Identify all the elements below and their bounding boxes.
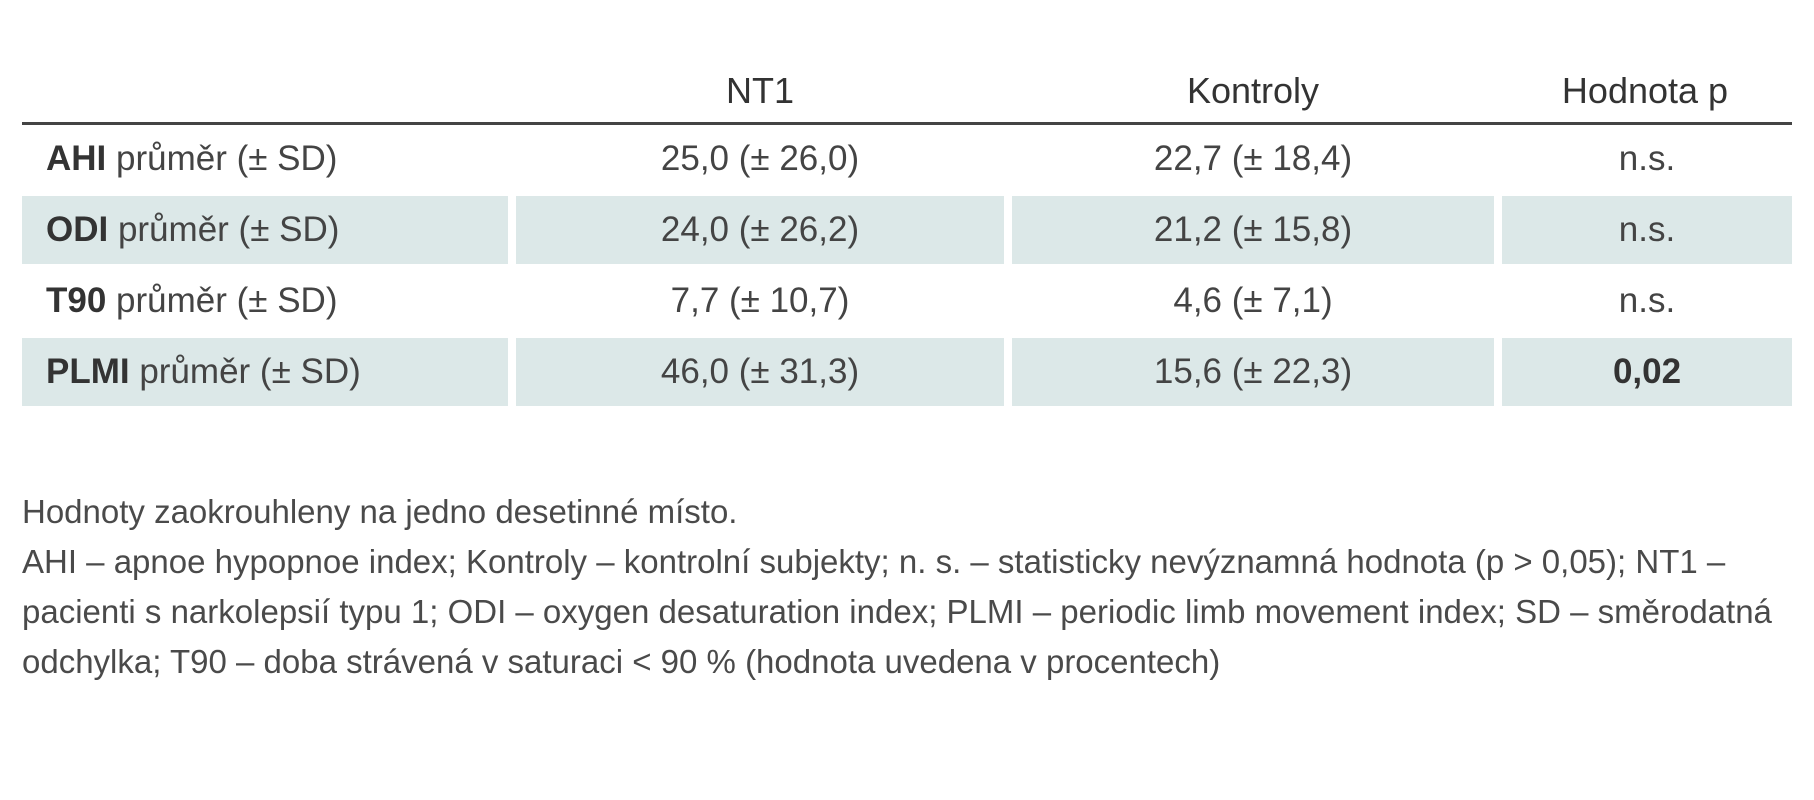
row-label-abbr: ODI [46, 210, 109, 249]
cell-p-value-significant: 0,02 [1498, 335, 1792, 406]
footnote-abbreviations: AHI – apnoe hypopnoe index; Kontroly – k… [22, 543, 1772, 680]
row-label: ODI průměr (± SD) [22, 193, 512, 267]
row-label-abbr: T90 [46, 281, 107, 320]
table-footnotes: Hodnoty zaokrouhleny na jedno desetinné … [22, 487, 1792, 687]
cell-kontroly: 15,6 (± 22,3) [1008, 335, 1498, 406]
cell-kontroly: 21,2 (± 15,8) [1008, 193, 1498, 267]
row-label-abbr: PLMI [46, 352, 130, 391]
cell-nt1: 24,0 (± 26,2) [512, 193, 1008, 267]
footnote-rounding: Hodnoty zaokrouhleny na jedno desetinné … [22, 493, 738, 530]
cell-p-value: n.s. [1618, 281, 1676, 320]
table-header-row: NT1 Kontroly Hodnota p [22, 60, 1792, 125]
table-row: T90 průměr (± SD) 7,7 (± 10,7) 4,6 (± 7,… [22, 267, 1792, 335]
row-label: PLMI průměr (± SD) [22, 335, 512, 406]
table-row: PLMI průměr (± SD) 46,0 (± 31,3) 15,6 (±… [22, 335, 1792, 406]
row-label-desc: průměr (± SD) [129, 352, 361, 391]
cell-nt1: 46,0 (± 31,3) [512, 335, 1008, 406]
cell-nt1: 7,7 (± 10,7) [670, 281, 850, 320]
row-label: AHI průměr (± SD) [22, 125, 512, 193]
header-kontroly: Kontroly [1008, 60, 1498, 125]
results-table: NT1 Kontroly Hodnota p AHI průměr (± SD)… [22, 60, 1792, 406]
table-row: AHI průměr (± SD) 25,0 (± 26,0) 22,7 (± … [22, 125, 1792, 193]
header-p-value: Hodnota p [1498, 60, 1792, 125]
cell-kontroly: 22,7 (± 18,4) [1153, 139, 1353, 178]
row-label-desc: průměr (± SD) [108, 210, 340, 249]
header-nt1: NT1 [512, 60, 1008, 125]
cell-p-value: n.s. [1618, 139, 1676, 178]
cell-nt1: 25,0 (± 26,0) [660, 139, 860, 178]
cell-kontroly: 4,6 (± 7,1) [1173, 281, 1333, 320]
header-empty [22, 60, 512, 125]
row-label-desc: průměr (± SD) [106, 281, 338, 320]
cell-p-value: n.s. [1498, 193, 1792, 267]
row-label-desc: průměr (± SD) [106, 139, 338, 178]
row-label-abbr: AHI [46, 139, 107, 178]
results-table-container: NT1 Kontroly Hodnota p AHI průměr (± SD)… [22, 60, 1792, 406]
table-row: ODI průměr (± SD) 24,0 (± 26,2) 21,2 (± … [22, 193, 1792, 267]
row-label: T90 průměr (± SD) [22, 267, 512, 335]
